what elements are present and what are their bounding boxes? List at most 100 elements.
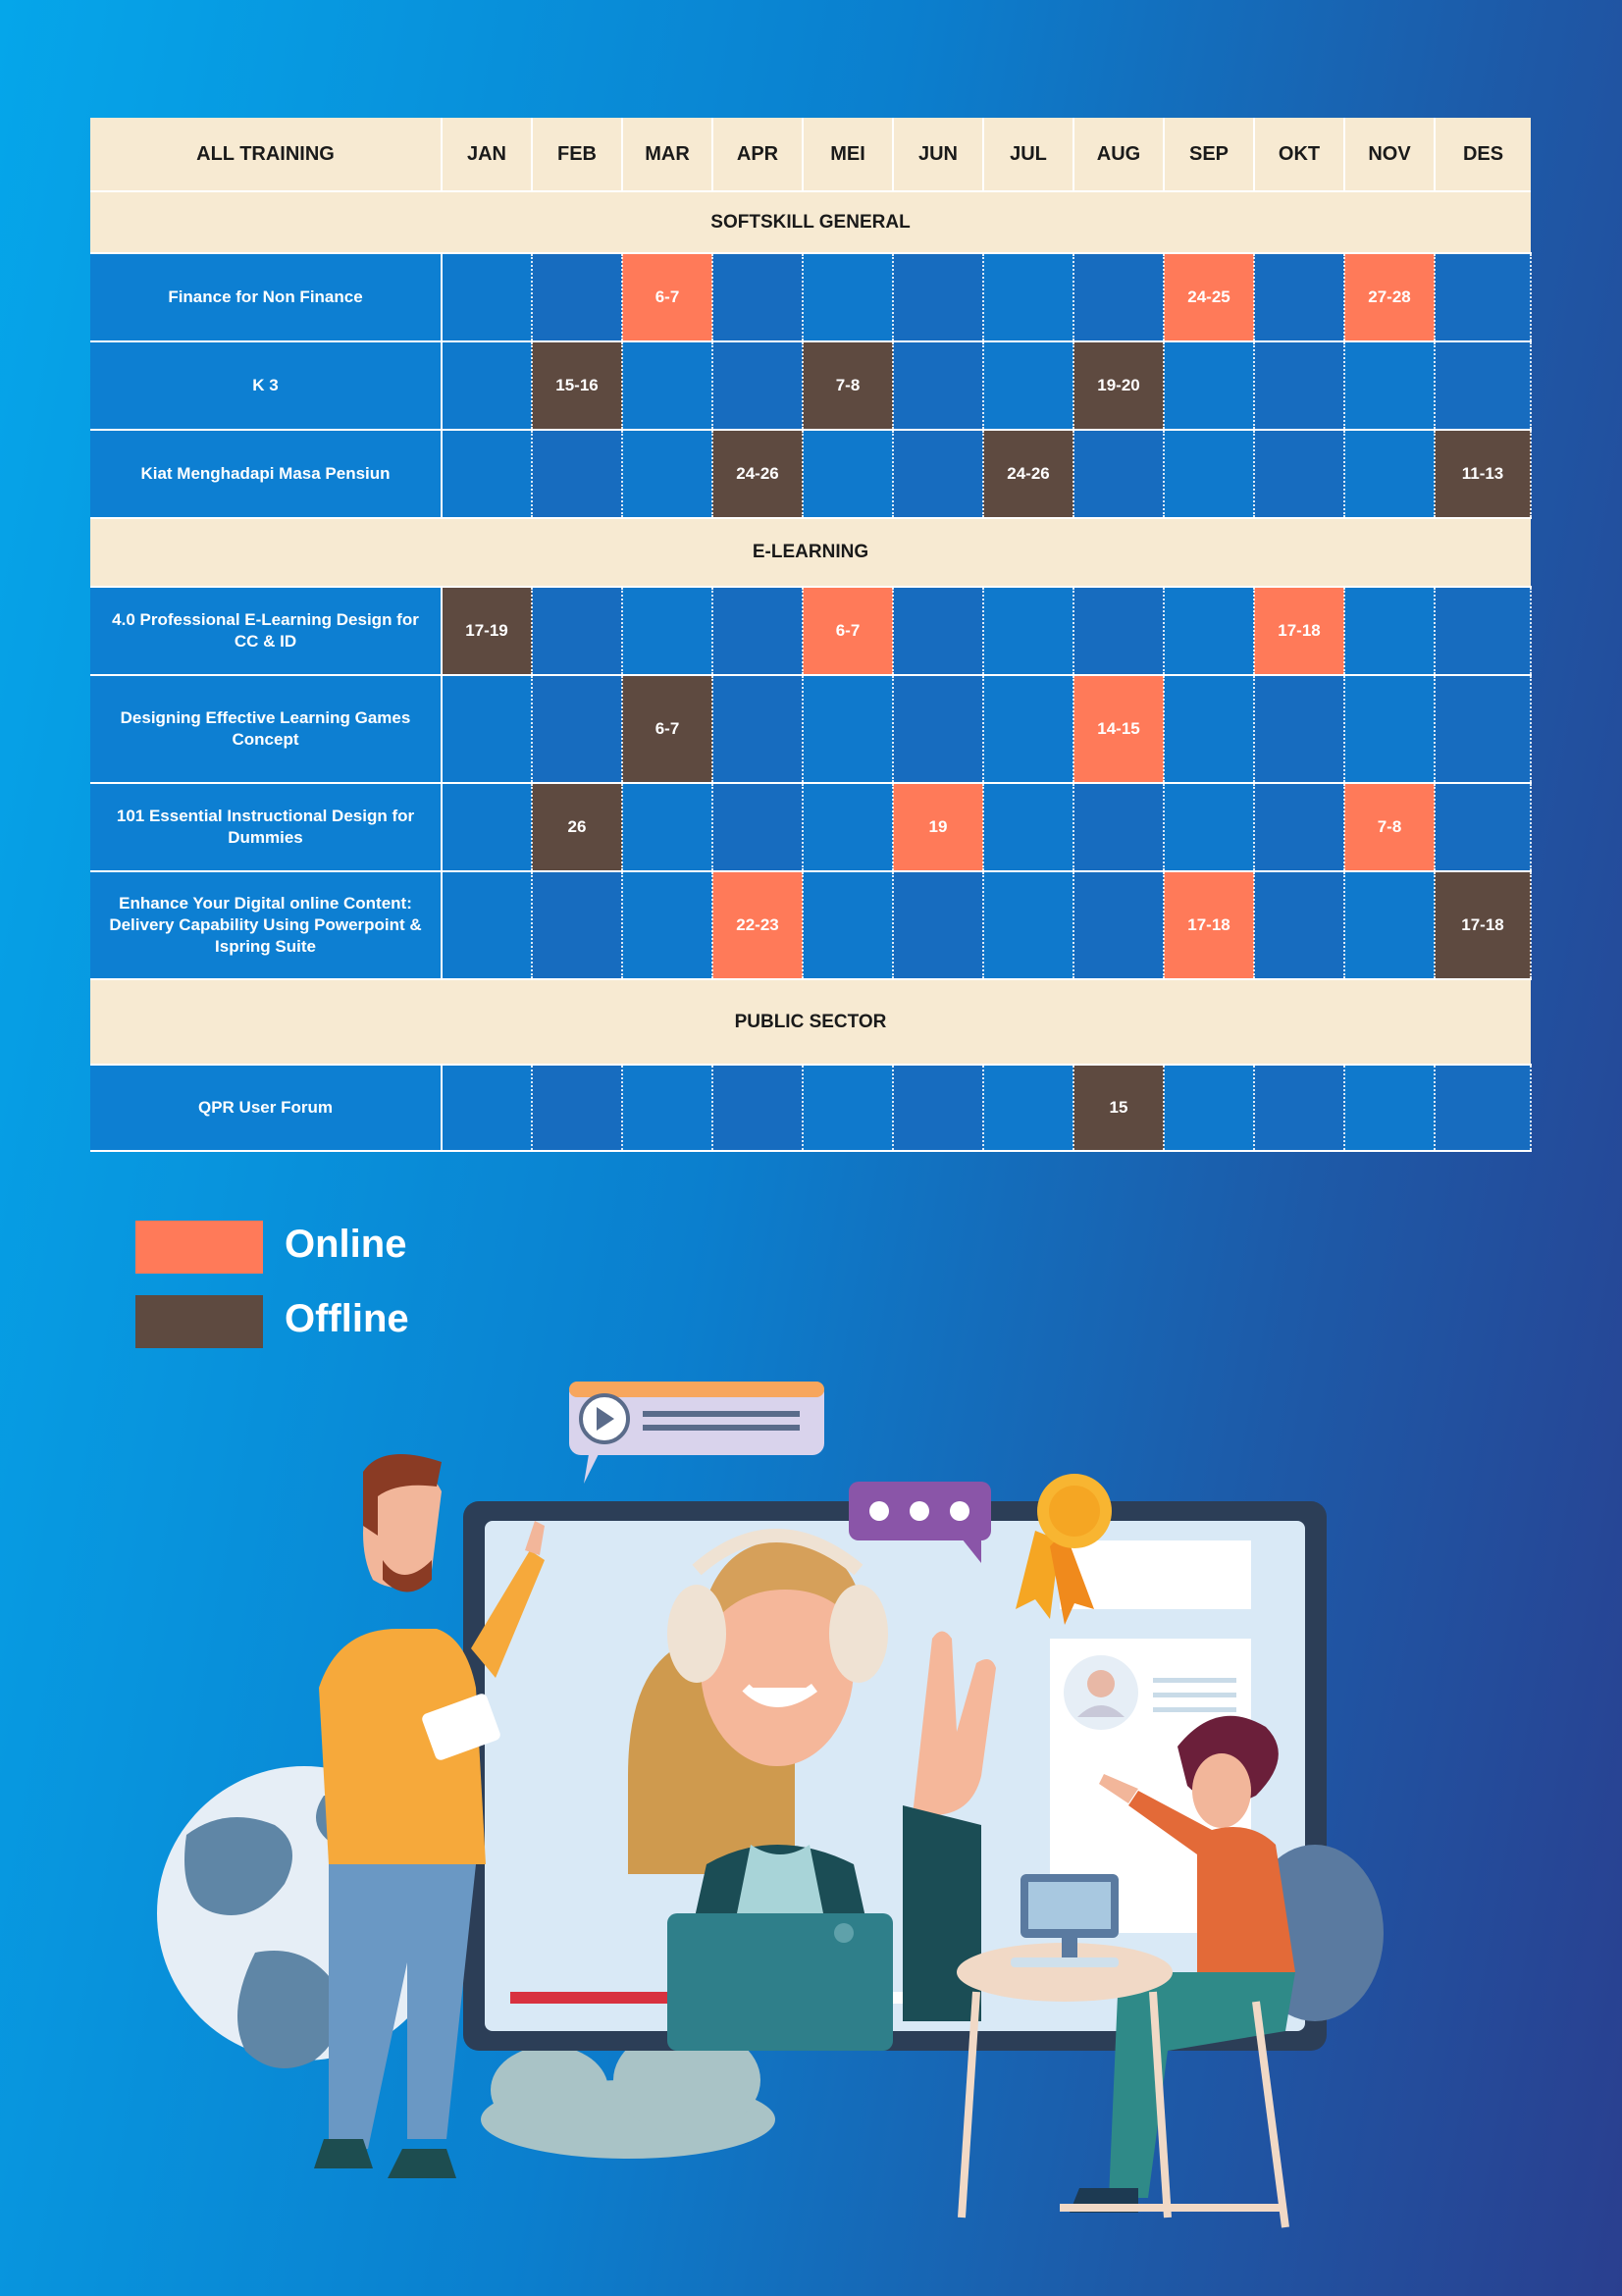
- schedule-cell-empty: [712, 587, 804, 676]
- schedule-cell-empty: [712, 341, 804, 431]
- schedule-cell-empty: [983, 1065, 1074, 1152]
- schedule-cell-empty: [532, 430, 623, 519]
- schedule-cell-empty: [622, 871, 713, 980]
- schedule-cell-empty: [712, 675, 804, 784]
- schedule-cell-online: 6-7: [803, 587, 894, 676]
- schedule-cell-empty: [803, 871, 894, 980]
- schedule-cell-empty: [712, 783, 804, 872]
- offline-label: Offline: [285, 1297, 409, 1340]
- course-row: 101 Essential Instructional Design for D…: [90, 783, 1532, 872]
- schedule-cell-empty: [532, 871, 623, 980]
- schedule-cell-empty: [893, 430, 984, 519]
- chat-bubble-icon: [849, 1482, 991, 1563]
- course-name: Designing Effective Learning Games Conce…: [90, 675, 443, 784]
- schedule-cell-online: 17-18: [1164, 871, 1255, 980]
- schedule-cell-empty: [893, 1065, 984, 1152]
- schedule-cell-empty: [442, 341, 533, 431]
- header-month: FEB: [532, 118, 623, 191]
- online-swatch: [135, 1221, 263, 1274]
- schedule-cell-empty: [712, 1065, 804, 1152]
- schedule-cell-empty: [1164, 341, 1255, 431]
- bush-icon: [481, 2026, 775, 2159]
- schedule-cell-empty: [1344, 341, 1436, 431]
- schedule-cell-empty: [983, 587, 1074, 676]
- schedule-cell-empty: [983, 675, 1074, 784]
- schedule-cell-empty: [803, 783, 894, 872]
- schedule-cell-empty: [1073, 783, 1165, 872]
- section-row: PUBLIC SECTOR: [90, 978, 1531, 1066]
- schedule-cell-empty: [532, 1065, 623, 1152]
- schedule-cell-empty: [1164, 783, 1255, 872]
- schedule-cell-empty: [1254, 430, 1345, 519]
- schedule-cell-empty: [442, 253, 533, 342]
- schedule-cell-offline: 17-18: [1435, 871, 1532, 980]
- schedule-cell-empty: [1073, 587, 1165, 676]
- schedule-cell-empty: [622, 1065, 713, 1152]
- header-month: AUG: [1073, 118, 1165, 191]
- course-row: 4.0 Professional E-Learning Design for C…: [90, 587, 1532, 676]
- schedule-cell-empty: [1164, 675, 1255, 784]
- schedule-cell-empty: [1435, 675, 1532, 784]
- schedule-cell-empty: [442, 871, 533, 980]
- schedule-cell-online: 24-25: [1164, 253, 1255, 342]
- header-month: APR: [712, 118, 804, 191]
- course-row: QPR User Forum 15: [90, 1065, 1532, 1152]
- header-month: JUL: [983, 118, 1074, 191]
- header-all-training: ALL TRAINING: [90, 118, 443, 191]
- schedule-cell-empty: [1435, 1065, 1532, 1152]
- schedule-cell-offline: 15-16: [532, 341, 623, 431]
- schedule-cell-offline: 17-19: [442, 587, 533, 676]
- course-name: Finance for Non Finance: [90, 253, 443, 342]
- course-name: Enhance Your Digital online Content: Del…: [90, 871, 443, 980]
- course-name: Kiat Menghadapi Masa Pensiun: [90, 430, 443, 519]
- schedule-cell-empty: [1164, 430, 1255, 519]
- schedule-cell-empty: [1254, 675, 1345, 784]
- section-title: SOFTSKILL GENERAL: [90, 190, 1531, 254]
- schedule-cell-empty: [1254, 783, 1345, 872]
- schedule-cell-empty: [532, 675, 623, 784]
- schedule-cell-empty: [1164, 587, 1255, 676]
- award-ribbon-icon: [1016, 1474, 1112, 1625]
- schedule-cell-offline: 11-13: [1435, 430, 1532, 519]
- schedule-cell-empty: [1254, 871, 1345, 980]
- header-month: OKT: [1254, 118, 1345, 191]
- schedule-cell-empty: [442, 783, 533, 872]
- course-name: 101 Essential Instructional Design for D…: [90, 783, 443, 872]
- schedule-cell-online: 6-7: [622, 253, 713, 342]
- course-name: 4.0 Professional E-Learning Design for C…: [90, 587, 443, 676]
- course-name: QPR User Forum: [90, 1065, 443, 1152]
- schedule-cell-empty: [1435, 783, 1532, 872]
- schedule-cell-empty: [1344, 1065, 1436, 1152]
- schedule-cell-empty: [1254, 1065, 1345, 1152]
- header-month: JAN: [442, 118, 533, 191]
- schedule-cell-empty: [442, 675, 533, 784]
- schedule-cell-online: 22-23: [712, 871, 804, 980]
- schedule-cell-online: 14-15: [1073, 675, 1165, 784]
- section-title: E-LEARNING: [90, 517, 1531, 588]
- schedule-body: SOFTSKILL GENERAL Finance for Non Finance…: [90, 190, 1532, 1152]
- schedule-cell-empty: [983, 341, 1074, 431]
- header-month: JUN: [893, 118, 984, 191]
- course-name: K 3: [90, 341, 443, 431]
- header-month: MEI: [803, 118, 894, 191]
- schedule-cell-offline: 24-26: [712, 430, 804, 519]
- desk-computer-icon: [957, 1874, 1289, 2228]
- schedule-cell-empty: [1344, 587, 1436, 676]
- schedule-cell-empty: [1164, 1065, 1255, 1152]
- schedule-cell-empty: [442, 1065, 533, 1152]
- online-learning-illustration: [157, 1382, 1384, 2228]
- course-row: Finance for Non Finance 6-7 24-25 27-28: [90, 253, 1532, 342]
- course-row: Enhance Your Digital online Content: Del…: [90, 871, 1532, 980]
- schedule-cell-offline: 24-26: [983, 430, 1074, 519]
- schedule-cell-empty: [1435, 587, 1532, 676]
- schedule-cell-empty: [893, 675, 984, 784]
- schedule-cell-empty: [983, 871, 1074, 980]
- header-row: ALL TRAINING JAN FEB MAR APR MEI JUN JUL…: [90, 118, 1531, 191]
- schedule-cell-empty: [803, 430, 894, 519]
- schedule-cell-empty: [712, 253, 804, 342]
- schedule-cell-empty: [622, 430, 713, 519]
- schedule-cell-empty: [622, 783, 713, 872]
- header-month: NOV: [1344, 118, 1436, 191]
- standing-man-icon: [314, 1454, 545, 2178]
- video-bubble-icon: [569, 1382, 824, 1484]
